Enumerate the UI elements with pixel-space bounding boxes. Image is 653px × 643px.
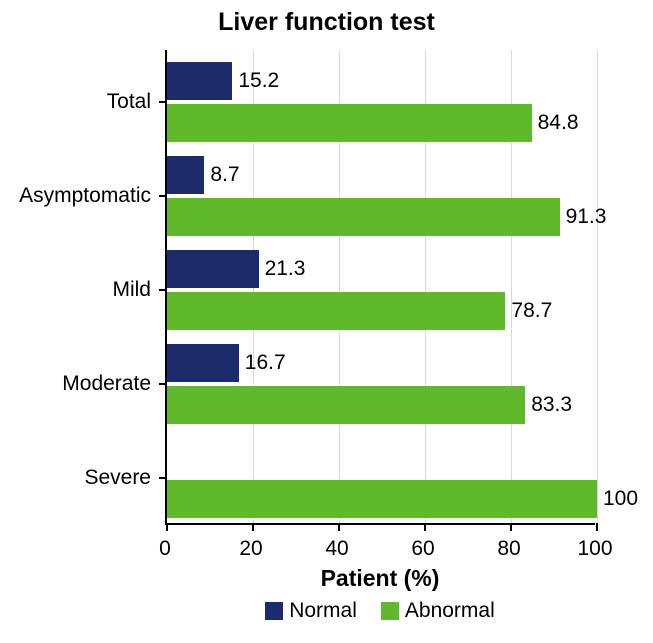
bar-value-label: 16.7	[245, 351, 286, 375]
bar-value-label: 21.3	[265, 257, 306, 281]
bar-abnormal: 100	[167, 480, 597, 518]
bar-normal: 16.7	[167, 344, 239, 382]
legend-swatch	[381, 602, 399, 620]
bar-normal: 8.7	[167, 156, 204, 194]
legend-swatch	[265, 602, 283, 620]
category-label: Asymptomatic	[19, 184, 151, 208]
bar-value-label: 100	[603, 487, 638, 511]
bar-abnormal: 84.8	[167, 104, 532, 142]
bar-value-label: 15.2	[238, 69, 279, 93]
category-label: Moderate	[62, 372, 151, 396]
legend-item-normal: Normal	[265, 599, 357, 623]
y-tick	[159, 195, 167, 197]
category-label: Mild	[112, 278, 151, 302]
bar-value-label: 84.8	[538, 111, 579, 135]
plot-area: 15.2 84.8 8.7 91.3 21.3 78.7 16.7 83.3 100	[165, 50, 595, 525]
gridline	[597, 50, 598, 523]
liver-function-chart: Liver function test 15.2 84.8 8.7 91.3 21.3 7…	[0, 0, 653, 643]
bar-abnormal: 78.7	[167, 292, 505, 330]
y-tick	[159, 289, 167, 291]
bar-abnormal: 91.3	[167, 198, 560, 236]
category-label: Severe	[84, 466, 151, 490]
x-tick-label: 100	[577, 537, 612, 561]
x-tick-label: 40	[325, 537, 348, 561]
chart-title: Liver function test	[0, 0, 653, 37]
x-tick	[338, 523, 340, 531]
x-tick-label: 20	[239, 537, 262, 561]
bar-value-label: 78.7	[511, 299, 552, 323]
x-tick	[510, 523, 512, 531]
legend-item-abnormal: Abnormal	[381, 599, 495, 623]
bar-value-label: 91.3	[566, 205, 607, 229]
x-tick	[596, 523, 598, 531]
bar-value-label: 8.7	[210, 163, 239, 187]
bar-normal: 21.3	[167, 250, 259, 288]
x-tick-label: 60	[411, 537, 434, 561]
bar-abnormal: 83.3	[167, 386, 525, 424]
x-tick	[166, 523, 168, 531]
legend-label: Normal	[289, 599, 357, 622]
x-axis-title: Patient (%)	[165, 565, 595, 592]
category-label: Total	[107, 90, 151, 114]
x-tick	[252, 523, 254, 531]
bar-normal: 15.2	[167, 62, 232, 100]
x-tick	[424, 523, 426, 531]
y-tick	[159, 101, 167, 103]
x-tick-label: 0	[159, 537, 171, 561]
legend: Normal Abnormal	[165, 599, 595, 623]
bar-value-label: 83.3	[531, 393, 572, 417]
y-tick	[159, 383, 167, 385]
y-tick	[159, 477, 167, 479]
legend-label: Abnormal	[405, 599, 495, 622]
x-tick-label: 80	[497, 537, 520, 561]
